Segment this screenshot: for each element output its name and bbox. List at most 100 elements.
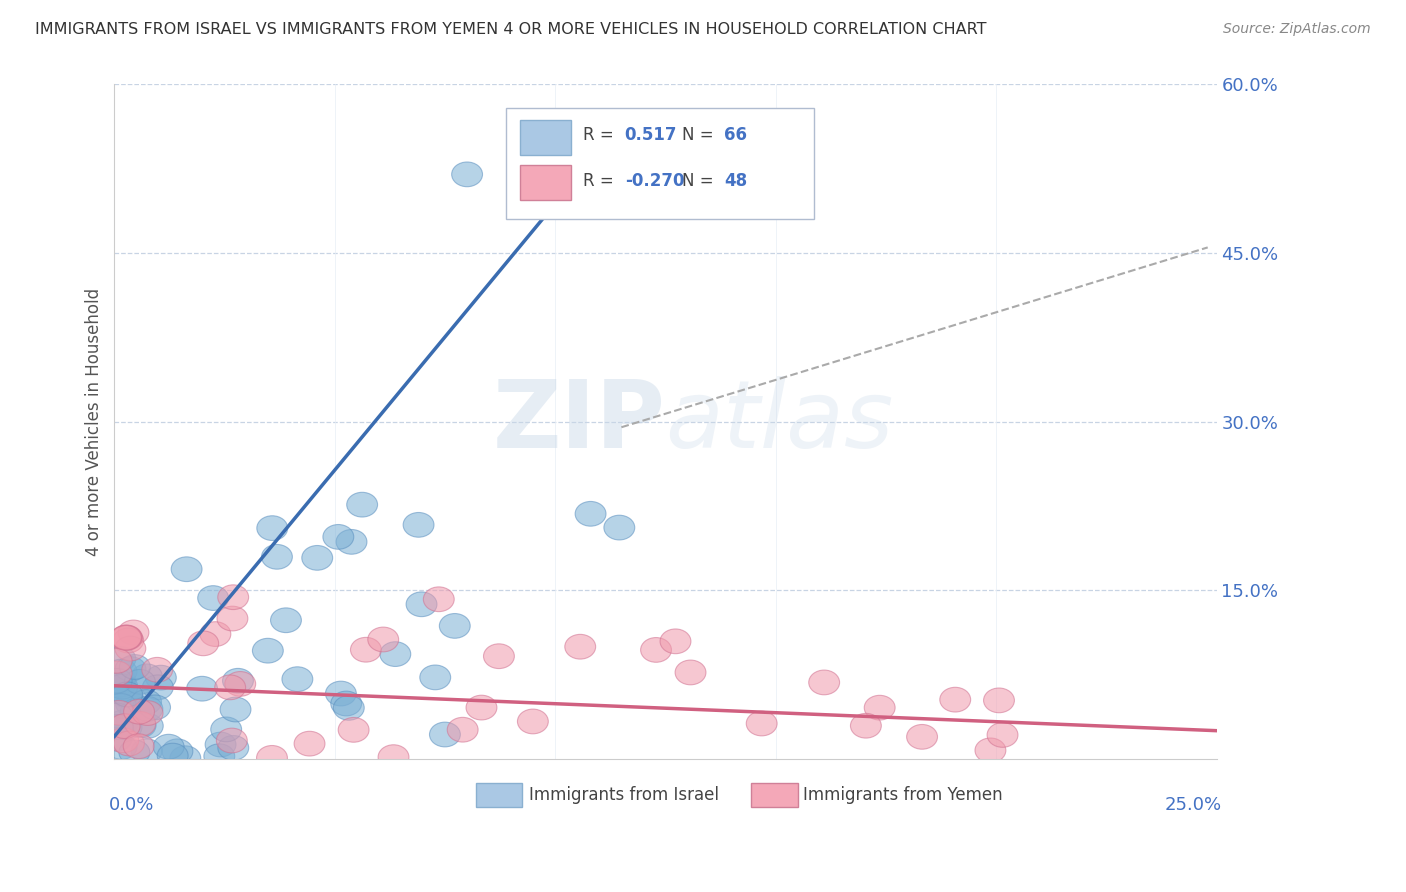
- Ellipse shape: [439, 614, 470, 639]
- Text: N =: N =: [682, 172, 714, 190]
- Ellipse shape: [330, 691, 361, 716]
- Ellipse shape: [111, 681, 142, 706]
- Text: 48: 48: [724, 172, 747, 190]
- Text: R =: R =: [583, 126, 613, 144]
- Ellipse shape: [142, 675, 173, 699]
- Ellipse shape: [851, 714, 882, 738]
- Ellipse shape: [465, 695, 496, 720]
- Text: 0.517: 0.517: [624, 126, 678, 144]
- Ellipse shape: [145, 665, 176, 690]
- Ellipse shape: [420, 665, 451, 690]
- Y-axis label: 4 or more Vehicles in Household: 4 or more Vehicles in Household: [86, 287, 103, 556]
- Ellipse shape: [132, 697, 163, 722]
- Ellipse shape: [125, 670, 155, 694]
- Ellipse shape: [105, 659, 136, 684]
- Ellipse shape: [347, 492, 378, 517]
- Ellipse shape: [131, 739, 162, 764]
- Ellipse shape: [187, 676, 218, 701]
- Ellipse shape: [111, 683, 142, 708]
- FancyBboxPatch shape: [506, 108, 814, 219]
- Ellipse shape: [111, 625, 142, 649]
- FancyBboxPatch shape: [520, 120, 571, 154]
- Ellipse shape: [294, 731, 325, 756]
- Ellipse shape: [865, 696, 896, 720]
- Ellipse shape: [120, 740, 150, 764]
- Ellipse shape: [101, 703, 132, 728]
- Ellipse shape: [125, 713, 156, 738]
- Ellipse shape: [101, 673, 132, 698]
- Ellipse shape: [131, 664, 162, 689]
- Ellipse shape: [406, 592, 437, 616]
- Ellipse shape: [101, 726, 132, 751]
- Ellipse shape: [218, 585, 249, 609]
- Ellipse shape: [336, 530, 367, 554]
- Ellipse shape: [675, 660, 706, 685]
- Ellipse shape: [325, 681, 356, 706]
- Ellipse shape: [378, 745, 409, 770]
- Ellipse shape: [118, 620, 149, 645]
- Ellipse shape: [101, 648, 132, 673]
- Ellipse shape: [200, 622, 231, 647]
- Ellipse shape: [339, 717, 368, 742]
- Text: atlas: atlas: [665, 376, 894, 467]
- Ellipse shape: [104, 673, 135, 698]
- Ellipse shape: [124, 734, 155, 758]
- Ellipse shape: [270, 607, 301, 632]
- Ellipse shape: [105, 647, 136, 672]
- Ellipse shape: [104, 700, 135, 725]
- Ellipse shape: [429, 723, 460, 747]
- Ellipse shape: [907, 724, 938, 749]
- Ellipse shape: [333, 696, 364, 720]
- Ellipse shape: [131, 690, 162, 714]
- Ellipse shape: [447, 717, 478, 742]
- Text: ZIP: ZIP: [492, 376, 665, 467]
- Ellipse shape: [404, 513, 434, 537]
- Ellipse shape: [132, 701, 163, 725]
- Ellipse shape: [108, 728, 139, 753]
- Ellipse shape: [262, 544, 292, 569]
- Ellipse shape: [747, 711, 778, 736]
- Ellipse shape: [205, 732, 236, 757]
- Text: N =: N =: [682, 126, 714, 144]
- Ellipse shape: [142, 657, 173, 682]
- Ellipse shape: [124, 699, 155, 724]
- Ellipse shape: [565, 634, 596, 659]
- Ellipse shape: [112, 628, 143, 653]
- Ellipse shape: [605, 516, 634, 540]
- Ellipse shape: [204, 744, 235, 769]
- Ellipse shape: [115, 691, 146, 716]
- Ellipse shape: [808, 670, 839, 695]
- Text: IMMIGRANTS FROM ISRAEL VS IMMIGRANTS FROM YEMEN 4 OR MORE VEHICLES IN HOUSEHOLD : IMMIGRANTS FROM ISRAEL VS IMMIGRANTS FRO…: [35, 22, 987, 37]
- Ellipse shape: [132, 714, 163, 739]
- Ellipse shape: [423, 587, 454, 612]
- Ellipse shape: [451, 162, 482, 186]
- Ellipse shape: [575, 501, 606, 526]
- Ellipse shape: [484, 644, 515, 669]
- Ellipse shape: [188, 631, 219, 656]
- Ellipse shape: [114, 731, 145, 756]
- Ellipse shape: [221, 698, 250, 722]
- Ellipse shape: [380, 641, 411, 666]
- Ellipse shape: [218, 736, 249, 760]
- Ellipse shape: [115, 636, 146, 661]
- Ellipse shape: [157, 743, 188, 768]
- Ellipse shape: [987, 723, 1018, 747]
- Ellipse shape: [198, 586, 229, 610]
- Ellipse shape: [107, 710, 138, 735]
- Ellipse shape: [215, 675, 246, 699]
- Ellipse shape: [256, 746, 287, 770]
- Ellipse shape: [211, 717, 242, 742]
- Ellipse shape: [225, 672, 256, 697]
- Ellipse shape: [253, 639, 283, 663]
- Text: Immigrants from Yemen: Immigrants from Yemen: [803, 786, 1002, 804]
- Ellipse shape: [115, 657, 146, 681]
- Ellipse shape: [302, 546, 333, 570]
- Text: Source: ZipAtlas.com: Source: ZipAtlas.com: [1223, 22, 1371, 37]
- Ellipse shape: [105, 694, 136, 718]
- Ellipse shape: [111, 625, 142, 650]
- Ellipse shape: [121, 698, 152, 723]
- Ellipse shape: [984, 688, 1014, 713]
- Ellipse shape: [641, 638, 672, 662]
- Ellipse shape: [103, 714, 134, 739]
- Ellipse shape: [217, 728, 247, 753]
